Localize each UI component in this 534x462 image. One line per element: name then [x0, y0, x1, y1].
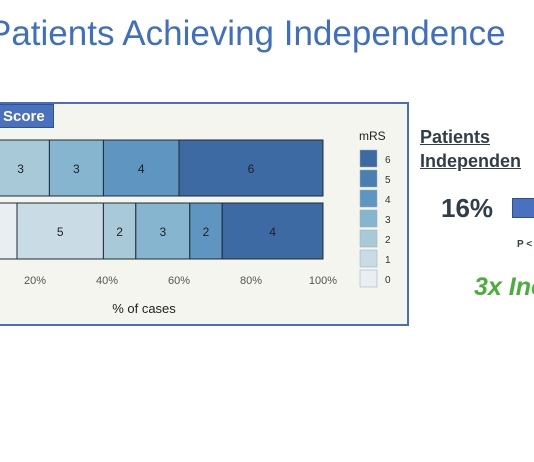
segment-label: 3 [159, 225, 166, 239]
independence-bar [512, 198, 534, 218]
legend-swatch [359, 169, 378, 188]
legend-label: 5 [385, 175, 391, 186]
bar-segment [178, 139, 324, 197]
legend-label: 0 [385, 275, 391, 286]
legend-label: 4 [385, 195, 391, 206]
legend-swatch [359, 209, 378, 228]
segment-label: 3 [73, 162, 80, 176]
x-tick-label: 40% [96, 275, 118, 287]
independence-percent: 16% [441, 193, 494, 223]
segment-label: 5 [57, 225, 64, 239]
legend-swatch [359, 269, 378, 288]
legend-title: mRS [359, 129, 386, 143]
x-axis-label: % of cases [112, 301, 176, 316]
segment-label: 3 [17, 162, 24, 176]
segment-label: 4 [138, 162, 145, 176]
legend-swatch [359, 229, 378, 248]
legend-label: 6 [385, 155, 391, 166]
bar-segment [221, 202, 324, 260]
legend-label: 1 [385, 255, 391, 266]
segment-label: 2 [203, 225, 210, 239]
legend-label: 3 [385, 215, 391, 226]
segment-label: 6 [248, 162, 255, 176]
x-tick-label: 80% [240, 275, 262, 287]
legend-swatch [359, 249, 378, 268]
bar-segment [48, 139, 104, 197]
legend-swatch [359, 189, 378, 208]
bar-segment [0, 139, 50, 197]
right-panel-title-line1: Patients [420, 127, 491, 147]
bar-segment [16, 202, 104, 260]
p-value: P < [517, 239, 533, 250]
score-tab: Score [0, 104, 54, 128]
segment-label: 2 [116, 225, 123, 239]
bar-segment [0, 202, 18, 260]
bar-segment [102, 139, 180, 197]
x-tick-label: 60% [168, 275, 190, 287]
segment-label: 4 [269, 225, 276, 239]
right-panel-title-line2: Independen [420, 151, 522, 171]
increase-note: 3x Inc [474, 273, 534, 301]
legend-label: 2 [385, 235, 391, 246]
bar-segment [189, 202, 223, 260]
legend-swatch [359, 149, 378, 168]
x-tick-label: 20% [24, 275, 46, 287]
x-tick-label: 100% [309, 275, 337, 287]
slide-title: Patients Achieving Independence [0, 14, 506, 53]
right-panel-title: Patients Independen [420, 125, 534, 173]
